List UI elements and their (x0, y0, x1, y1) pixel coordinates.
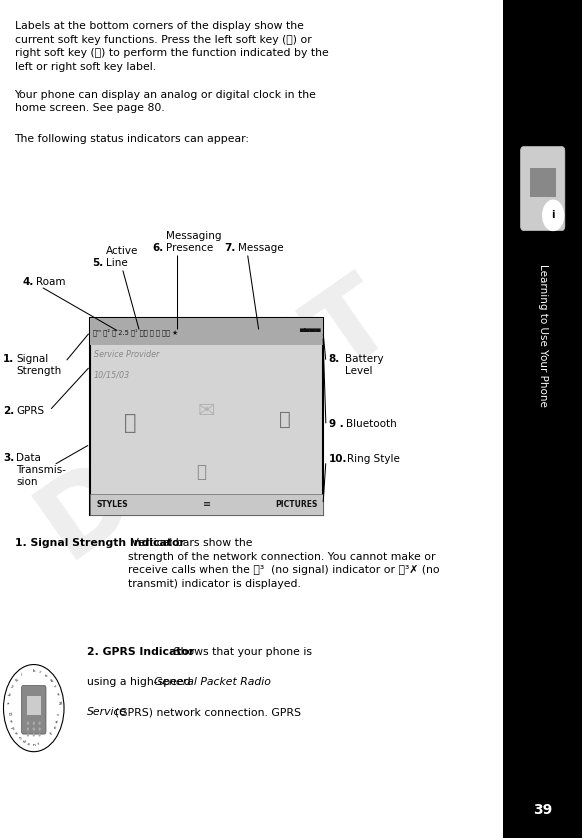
Text: F: F (50, 732, 55, 736)
Circle shape (542, 200, 563, 230)
Text: using a high-speed: using a high-speed (87, 677, 194, 687)
Text: e: e (27, 742, 30, 747)
Text: e: e (55, 692, 60, 696)
Text: 7.: 7. (224, 243, 236, 253)
FancyBboxPatch shape (90, 494, 323, 515)
Text: 39: 39 (533, 803, 552, 817)
Text: Messaging
Presence: Messaging Presence (166, 230, 222, 253)
Text: r: r (38, 670, 41, 675)
Text: PICTURES: PICTURES (275, 500, 317, 509)
Text: k: k (33, 670, 35, 673)
Text: 10.: 10. (329, 454, 347, 464)
Text: General Packet Radio: General Packet Radio (154, 677, 271, 687)
Text: o: o (43, 673, 48, 678)
Text: t: t (38, 742, 40, 747)
Text: 9 .: 9 . (329, 419, 343, 429)
Text: D: D (6, 712, 10, 716)
Text: Active
Line: Active Line (106, 246, 139, 268)
Circle shape (38, 727, 41, 731)
Text: 1. Signal Strength Indicator: 1. Signal Strength Indicator (15, 538, 184, 548)
Text: w: w (48, 677, 53, 683)
Text: e: e (53, 726, 58, 730)
FancyBboxPatch shape (503, 0, 582, 838)
Circle shape (33, 727, 35, 731)
Text: p: p (10, 726, 15, 730)
Text: s: s (6, 701, 10, 704)
Circle shape (27, 722, 29, 725)
Text: /: / (20, 673, 24, 677)
Text: Labels at the bottom corners of the display show the
current soft key functions.: Labels at the bottom corners of the disp… (15, 21, 328, 72)
Text: 10/15/03: 10/15/03 (94, 370, 130, 380)
Circle shape (27, 727, 29, 731)
Text: d: d (22, 740, 26, 744)
Circle shape (38, 733, 41, 737)
Text: Bluetooth: Bluetooth (346, 419, 397, 429)
Text: Message: Message (238, 243, 283, 253)
Text: u: u (10, 684, 16, 689)
Text: (GPRS) network connection. GPRS: (GPRS) network connection. GPRS (115, 707, 301, 717)
Text: STYLES: STYLES (96, 500, 127, 509)
Text: 5.: 5. (92, 258, 103, 268)
Circle shape (38, 722, 41, 725)
Text: b: b (8, 692, 12, 696)
Circle shape (3, 665, 64, 752)
Text: Service: Service (87, 707, 127, 717)
Text: Your phone can display an analog or digital clock in the
home screen. See page 8: Your phone can display an analog or digi… (15, 90, 317, 113)
Text: Signal
Strength: Signal Strength (16, 354, 62, 376)
Text: t: t (57, 712, 61, 715)
Circle shape (27, 733, 29, 737)
Text: 2. GPRS Indicator: 2. GPRS Indicator (87, 647, 194, 657)
Text: n: n (33, 743, 35, 747)
Text: Learning to Use Your Phone: Learning to Use Your Phone (538, 264, 548, 406)
Text: e: e (8, 719, 12, 723)
Text: ✉: ✉ (198, 401, 215, 421)
Text: GPRS: GPRS (16, 406, 44, 416)
Text: 🌐: 🌐 (279, 410, 291, 428)
Text: a: a (55, 719, 60, 723)
Text: Battery
Level: Battery Level (345, 354, 384, 376)
Text: 📦: 📦 (196, 463, 206, 481)
Text: Roam: Roam (36, 277, 66, 287)
Text: i: i (551, 210, 555, 220)
FancyBboxPatch shape (520, 147, 565, 230)
Text: 📅: 📅 (123, 413, 136, 433)
Text: t: t (52, 685, 56, 688)
Circle shape (33, 733, 35, 737)
Text: 3.: 3. (3, 453, 14, 463)
Text: n: n (17, 736, 22, 741)
Text: e: e (13, 732, 17, 736)
FancyBboxPatch shape (530, 168, 555, 197)
Text: Service Provider: Service Provider (94, 350, 159, 360)
Text: DRAFT: DRAFT (19, 259, 412, 579)
Circle shape (33, 722, 35, 725)
Text: The following status indicators can appear:: The following status indicators can appe… (15, 134, 250, 144)
Text: Vertical bars show the
strength of the network connection. You cannot make or
re: Vertical bars show the strength of the n… (128, 538, 439, 589)
Text: 6.: 6. (152, 243, 164, 253)
Text: 1.: 1. (3, 354, 14, 364)
Text: Shows that your phone is: Shows that your phone is (170, 647, 312, 657)
Text: N: N (57, 701, 61, 704)
Text: ≡: ≡ (203, 499, 211, 510)
Text: S: S (15, 678, 19, 682)
Text: 8.: 8. (329, 354, 340, 364)
Text: 4.: 4. (22, 277, 34, 287)
Text: Ⓘᵐ Ⓙ² Ⓚ 2.5 Ⓛ¹ ⓂⓂ Ⓝ Ⓞ Ⓟ⧖ ★: Ⓘᵐ Ⓙ² Ⓚ 2.5 Ⓛ¹ ⓂⓂ Ⓝ Ⓞ Ⓟ⧖ ★ (93, 328, 178, 336)
FancyBboxPatch shape (90, 318, 323, 515)
Text: Data
Transmis-
sion: Data Transmis- sion (16, 453, 66, 488)
Text: 2.: 2. (3, 406, 14, 416)
Text: ▀▀▀▀: ▀▀▀▀ (299, 328, 320, 335)
Text: Ring Style: Ring Style (347, 454, 400, 464)
FancyBboxPatch shape (27, 696, 41, 715)
FancyBboxPatch shape (90, 318, 323, 345)
FancyBboxPatch shape (22, 685, 46, 734)
